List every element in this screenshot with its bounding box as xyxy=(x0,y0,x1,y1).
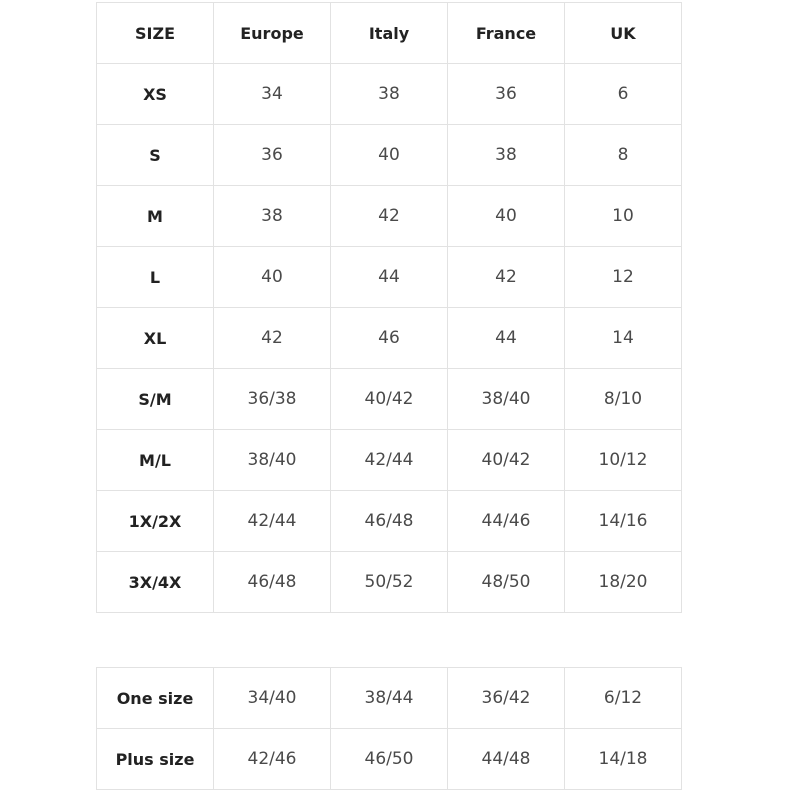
table-row: XS 34 38 36 6 xyxy=(96,63,682,125)
size-value-cell: 6 xyxy=(564,63,682,125)
table-row: XL 42 46 44 14 xyxy=(96,307,682,369)
size-label-cell: One size xyxy=(96,667,214,729)
table-row: M 38 42 40 10 xyxy=(96,185,682,247)
size-table-body: XS 34 38 36 6 S 36 40 38 8 M 38 42 40 10 L 40 44 42 12 XL 42 4… xyxy=(96,63,682,613)
size-value-cell: 18/20 xyxy=(564,551,682,613)
size-value-cell: 38 xyxy=(330,63,448,125)
size-value-cell: 44 xyxy=(447,307,565,369)
header-france: France xyxy=(447,2,565,64)
size-value-cell: 40 xyxy=(447,185,565,247)
size-value-cell: 44 xyxy=(330,246,448,308)
size-value-cell: 36/38 xyxy=(213,368,331,430)
size-label-cell: M xyxy=(96,185,214,247)
size-label-cell: L xyxy=(96,246,214,308)
size-value-cell: 42/46 xyxy=(213,728,331,790)
table-row: S/M 36/38 40/42 38/40 8/10 xyxy=(96,368,682,430)
size-label-cell: Plus size xyxy=(96,728,214,790)
size-value-cell: 34/40 xyxy=(213,667,331,729)
size-label-cell: 1X/2X xyxy=(96,490,214,552)
size-value-cell: 48/50 xyxy=(447,551,565,613)
size-value-cell: 40 xyxy=(330,124,448,186)
size-value-cell: 46 xyxy=(330,307,448,369)
size-value-cell: 36/42 xyxy=(447,667,565,729)
size-value-cell: 10/12 xyxy=(564,429,682,491)
size-value-cell: 8 xyxy=(564,124,682,186)
header-uk: UK xyxy=(564,2,682,64)
size-value-cell: 46/48 xyxy=(213,551,331,613)
size-value-cell: 40/42 xyxy=(447,429,565,491)
size-value-cell: 42/44 xyxy=(213,490,331,552)
table-row: 1X/2X 42/44 46/48 44/46 14/16 xyxy=(96,490,682,552)
size-value-cell: 14/18 xyxy=(564,728,682,790)
size-value-cell: 44/46 xyxy=(447,490,565,552)
size-value-cell: 36 xyxy=(213,124,331,186)
header-italy: Italy xyxy=(330,2,448,64)
one-plus-size-table: One size 34/40 38/44 36/42 6/12 Plus size 42/4… xyxy=(96,667,682,790)
table-row: Plus size 42/46 46/50 44/48 14/18 xyxy=(96,728,682,790)
size-value-cell: 40 xyxy=(213,246,331,308)
size-value-cell: 12 xyxy=(564,246,682,308)
size-value-cell: 42 xyxy=(330,185,448,247)
size-value-cell: 38/40 xyxy=(447,368,565,430)
table-row: 3X/4X 46/48 50/52 48/50 18/20 xyxy=(96,551,682,613)
size-value-cell: 8/10 xyxy=(564,368,682,430)
size-value-cell: 6/12 xyxy=(564,667,682,729)
size-value-cell: 42 xyxy=(447,246,565,308)
size-label-cell: XS xyxy=(96,63,214,125)
size-value-cell: 42 xyxy=(213,307,331,369)
size-value-cell: 42/44 xyxy=(330,429,448,491)
header-europe: Europe xyxy=(213,2,331,64)
size-value-cell: 44/48 xyxy=(447,728,565,790)
size-conversion-table: SIZE Europe Italy France UK XS 34 38 36 6 S 36… xyxy=(96,2,682,613)
table-row: M/L 38/40 42/44 40/42 10/12 xyxy=(96,429,682,491)
extra-table-body: One size 34/40 38/44 36/42 6/12 Plus size 42/4… xyxy=(96,667,682,790)
size-value-cell: 34 xyxy=(213,63,331,125)
size-value-cell: 36 xyxy=(447,63,565,125)
size-value-cell: 14 xyxy=(564,307,682,369)
size-label-cell: M/L xyxy=(96,429,214,491)
table-row: L 40 44 42 12 xyxy=(96,246,682,308)
header-row: SIZE Europe Italy France UK xyxy=(96,2,682,64)
size-value-cell: 46/48 xyxy=(330,490,448,552)
size-value-cell: 38 xyxy=(213,185,331,247)
size-value-cell: 14/16 xyxy=(564,490,682,552)
size-value-cell: 38/44 xyxy=(330,667,448,729)
size-value-cell: 40/42 xyxy=(330,368,448,430)
size-label-cell: S xyxy=(96,124,214,186)
table-row: One size 34/40 38/44 36/42 6/12 xyxy=(96,667,682,729)
size-value-cell: 50/52 xyxy=(330,551,448,613)
size-value-cell: 38 xyxy=(447,124,565,186)
size-label-cell: S/M xyxy=(96,368,214,430)
size-value-cell: 10 xyxy=(564,185,682,247)
table-row: S 36 40 38 8 xyxy=(96,124,682,186)
size-value-cell: 46/50 xyxy=(330,728,448,790)
size-value-cell: 38/40 xyxy=(213,429,331,491)
size-label-cell: 3X/4X xyxy=(96,551,214,613)
size-label-cell: XL xyxy=(96,307,214,369)
header-size: SIZE xyxy=(96,2,214,64)
